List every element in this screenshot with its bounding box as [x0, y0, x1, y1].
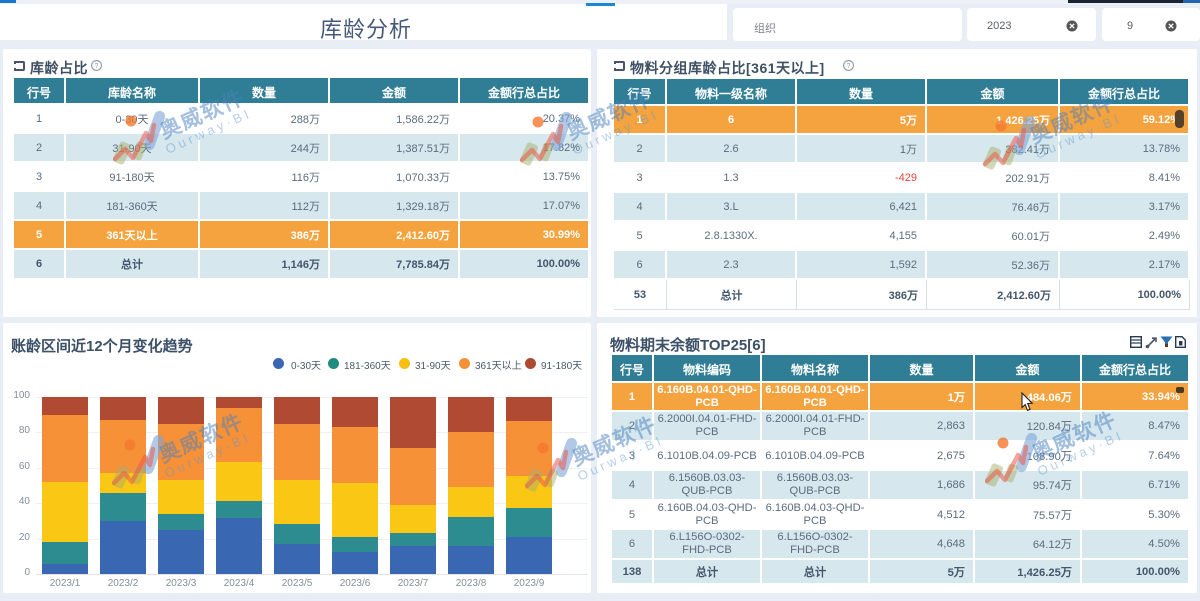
svg-text:?: ?	[847, 63, 851, 70]
svg-text:?: ?	[95, 63, 99, 70]
